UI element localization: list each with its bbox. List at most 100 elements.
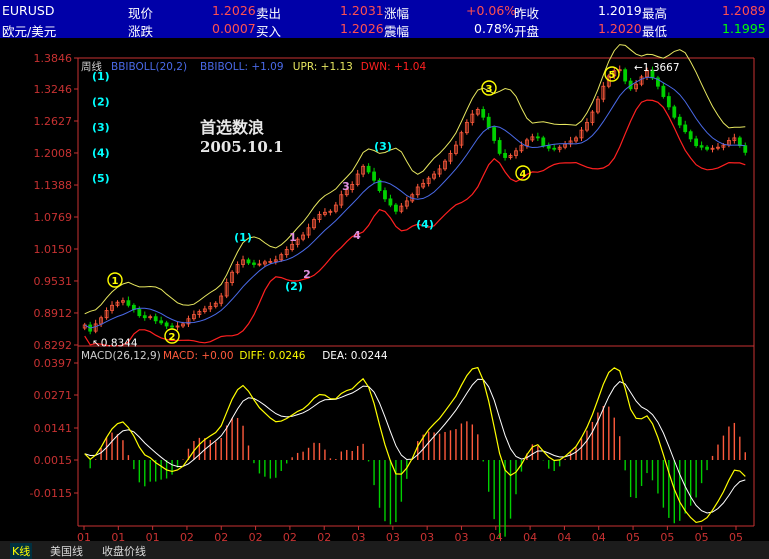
x-tick-label: 05 <box>626 531 640 541</box>
candle-body <box>110 304 114 311</box>
y-tick-label: 1.1388 <box>34 179 73 192</box>
candle-body <box>148 316 153 319</box>
candle-body <box>552 147 557 150</box>
candle-body <box>672 106 677 118</box>
wave-minor-label: 2 <box>303 268 311 281</box>
annotation-date: 2005.10.1 <box>200 138 284 156</box>
candle-body <box>710 147 715 150</box>
candle-body <box>181 323 185 327</box>
candle-body <box>175 325 180 328</box>
candle-body <box>306 227 311 236</box>
y-tick-label: 1.0150 <box>34 243 73 256</box>
candle-body <box>623 69 628 82</box>
y-tick-label: 1.0769 <box>34 211 73 224</box>
candle-body <box>377 179 382 191</box>
wave-circle-label: 2 <box>169 332 176 343</box>
wave-circle-label: 3 <box>486 84 493 95</box>
candle-body <box>383 190 387 200</box>
tab-ohlc-bar[interactable]: 美国线 <box>50 545 83 558</box>
candle-body <box>590 111 595 123</box>
x-tick-label: 02 <box>317 531 331 541</box>
y-tick-label: 0.8292 <box>34 339 73 352</box>
candle-body <box>688 131 693 140</box>
y-tick-label: 0.9531 <box>34 275 73 288</box>
symbol-code: EURUSD <box>2 3 55 18</box>
candle-body <box>273 259 278 262</box>
candle-body <box>153 316 158 322</box>
symbol-name: 欧元/美元 <box>2 24 57 39</box>
candle-body <box>404 200 409 207</box>
x-tick-label: 01 <box>77 531 91 541</box>
x-tick-label: 04 <box>592 531 606 541</box>
candle-body <box>262 261 267 265</box>
x-tick-label: 05 <box>729 531 743 541</box>
candle-body <box>246 259 251 264</box>
candle-body <box>677 116 682 126</box>
wave-circle-marker <box>481 80 497 96</box>
period-label: 周线 <box>81 60 102 73</box>
candle-body <box>159 320 164 324</box>
wave-label: (3) <box>374 140 392 153</box>
candle-body <box>525 139 529 147</box>
candle-body <box>301 234 305 240</box>
candle-body <box>737 137 742 147</box>
quote-label: 开盘 <box>514 24 540 39</box>
legend-entry: UPR: +1.13 <box>293 61 353 73</box>
candle-body <box>344 189 349 196</box>
legend-entry: DIFF: 0.0246 <box>239 350 305 362</box>
upper-band-line <box>84 44 746 315</box>
candle-body <box>399 205 404 212</box>
chart-area[interactable]: 周线 BBIBOLL(20,2) BBIBOLL: +1.09 UPR: +1.13 D… <box>0 38 769 541</box>
candle-body <box>235 264 240 273</box>
candle-body <box>716 146 720 149</box>
candle-body <box>279 254 284 261</box>
candle-body <box>656 77 660 87</box>
candle-body <box>492 127 497 141</box>
candle-body <box>519 145 524 152</box>
candle-body <box>486 116 491 128</box>
candle-body <box>432 173 437 179</box>
y-tick-label: 0.8912 <box>34 307 73 320</box>
candle-body <box>612 70 617 77</box>
candle-body <box>121 300 125 303</box>
candle-body <box>126 300 131 306</box>
candle-body <box>290 243 295 250</box>
candle-body <box>115 301 120 306</box>
candle-body <box>508 155 513 158</box>
candle-body <box>601 85 606 100</box>
quote-value: 1.2020 <box>598 21 642 36</box>
tab-bar: K线 美国线 收盘价线 <box>0 541 769 559</box>
wave-legend-label: (5) <box>92 172 110 185</box>
tab-candlestick[interactable]: K线 <box>10 543 33 559</box>
candle-body <box>557 146 562 150</box>
candle-body <box>252 262 256 265</box>
wave-legend-label: (4) <box>92 147 110 160</box>
low-price-marker: ↖0.8344 <box>92 337 138 349</box>
candle-body <box>197 311 202 316</box>
candle-body <box>202 308 207 312</box>
quote-label: 涨幅 <box>384 6 410 21</box>
quote-value: 1.2089 <box>722 3 766 18</box>
legend-entry: DWN: +1.04 <box>361 61 427 73</box>
candle-body <box>164 322 169 327</box>
tab-close-line[interactable]: 收盘价线 <box>102 545 146 558</box>
candle-body <box>481 109 486 118</box>
y-tick-label: 1.2008 <box>34 147 73 160</box>
legend-entry: MACD: +0.00 <box>163 350 234 362</box>
candle-body <box>224 282 229 297</box>
x-tick-label: 04 <box>489 531 503 541</box>
y-tick-label: 0.0271 <box>34 389 73 402</box>
candle-body <box>350 183 355 190</box>
candle-body <box>104 310 109 319</box>
wave-circle-marker <box>164 328 180 344</box>
wave-circle-label: 4 <box>520 169 527 180</box>
wave-circle-marker <box>604 66 620 82</box>
candle-body <box>546 145 551 149</box>
candle-body <box>732 137 737 141</box>
candle-body <box>186 318 191 325</box>
quote-bar: EURUSD 欧元/美元 现价 1.2026 卖出 1.2031 涨幅 +0.0… <box>0 0 769 39</box>
x-tick-label: 03 <box>352 531 366 541</box>
wave-minor-label: 3 <box>342 180 350 193</box>
candle-body <box>323 211 327 215</box>
candle-body <box>295 238 300 245</box>
